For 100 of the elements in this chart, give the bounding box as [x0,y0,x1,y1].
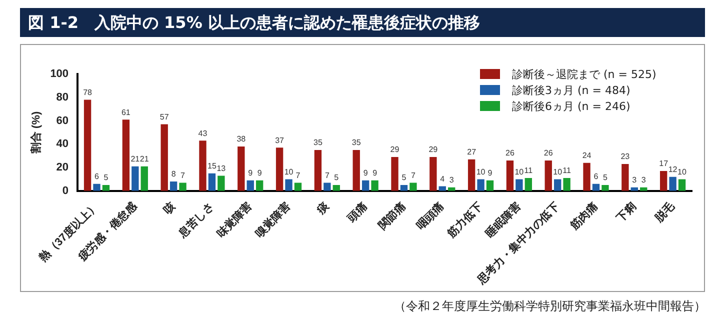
text: （令和２年度厚生労働科学特別研究事業福永班中間報告） [394,298,706,315]
data-label: 9 [248,168,254,178]
data-label: 8 [171,170,176,179]
bar [516,179,523,191]
x-tick-label: 痰 [314,198,332,218]
x-tick-label: 脱毛 [652,198,678,226]
bar [622,164,629,191]
bar [400,185,408,191]
data-label: 6 [94,172,100,182]
bar [678,179,686,191]
data-label: 23 [620,152,630,162]
data-label: 3 [632,176,638,185]
y-tick-label: 80 [56,91,69,104]
bar [468,159,476,191]
data-label: 78 [83,88,93,97]
x-tick-label: 筋力低下 [444,200,486,241]
bar [391,156,398,191]
legend-label: 診断後～退院まで (n = 525) [512,66,656,82]
data-label: 29 [428,145,438,154]
bar [669,176,676,191]
y-tick-label: 100 [50,68,69,80]
data-label: 13 [216,164,226,173]
bar [324,182,331,191]
data-label: 24 [582,151,592,160]
bar [246,180,254,191]
data-label: 11 [562,166,572,176]
data-label: 10 [678,167,688,176]
bar [371,180,378,191]
bar [602,185,609,191]
data-label: 11 [524,166,534,176]
bar [486,180,494,191]
bar [362,180,370,191]
y-axis-title: 割合 (%) [30,111,43,155]
data-label: 5 [104,173,109,182]
data-label: 12 [668,165,678,174]
bar [583,162,590,191]
data-label: 21 [130,154,140,164]
bar [438,186,446,191]
x-tick-label: 咽頭痛 [414,200,447,232]
bar [544,160,552,191]
bar [285,179,292,191]
x-tick-label: 筋肉痛 [567,200,600,233]
data-label: 38 [236,134,246,144]
y-tick-label: 20 [56,162,69,174]
data-label: 7 [324,170,330,180]
bar [256,180,264,191]
data-label: 9 [488,168,493,178]
data-label: 4 [440,174,446,184]
data-label: 5 [334,173,340,182]
data-label: 5 [402,173,407,182]
data-label: 10 [284,167,294,176]
data-label: 3 [641,176,646,185]
data-label: 9 [363,168,368,178]
y-tick-label: 60 [56,114,69,127]
bar [102,185,110,191]
x-tick-label: 頭痛 [344,200,370,226]
bar [506,160,514,191]
bar [554,179,562,191]
bar [524,178,532,191]
data-label: 6 [594,172,599,182]
data-label: 7 [296,170,301,180]
data-label: 10 [553,167,563,176]
bar [592,184,600,191]
data-label: 10 [476,167,486,176]
y-tick-label: 0 [62,184,69,197]
bar [122,120,130,191]
bar [660,171,668,191]
bar [170,182,178,191]
data-label: 3 [449,176,454,185]
bar [332,185,340,191]
x-tick-label: 関節痛 [376,200,408,232]
legend-label: 診断後6ヵ月 (n = 246) [512,98,630,114]
data-label: 7 [410,170,416,180]
data-label: 26 [506,148,515,158]
bar [352,150,360,191]
data-label: 37 [275,136,285,145]
data-label: 5 [602,173,608,182]
data-label: 35 [314,138,323,148]
bar [218,176,225,191]
data-label: 26 [544,148,554,158]
data-label: 21 [140,154,150,164]
bar [84,100,92,191]
data-label: 57 [160,112,170,122]
data-label: 17 [659,159,669,168]
data-label: 29 [390,145,400,154]
data-label: 43 [198,128,208,138]
bar [132,166,139,191]
bar [276,148,284,191]
bar [430,156,437,191]
data-label: 10 [514,167,524,176]
bar [477,179,484,191]
x-tick-label: 嗅覚障害 [252,200,294,240]
x-tick-label: 息苦しさ [175,200,216,241]
bar [199,140,206,191]
bar [179,182,186,191]
bar [294,182,302,191]
chart-title: 図 1-2 入院中の 15% 以上の患者に認めた罹患後症状の推移 [20,8,705,37]
bar [238,146,245,191]
x-tick-label: 下痢 [613,200,639,226]
data-label: 61 [121,108,131,117]
